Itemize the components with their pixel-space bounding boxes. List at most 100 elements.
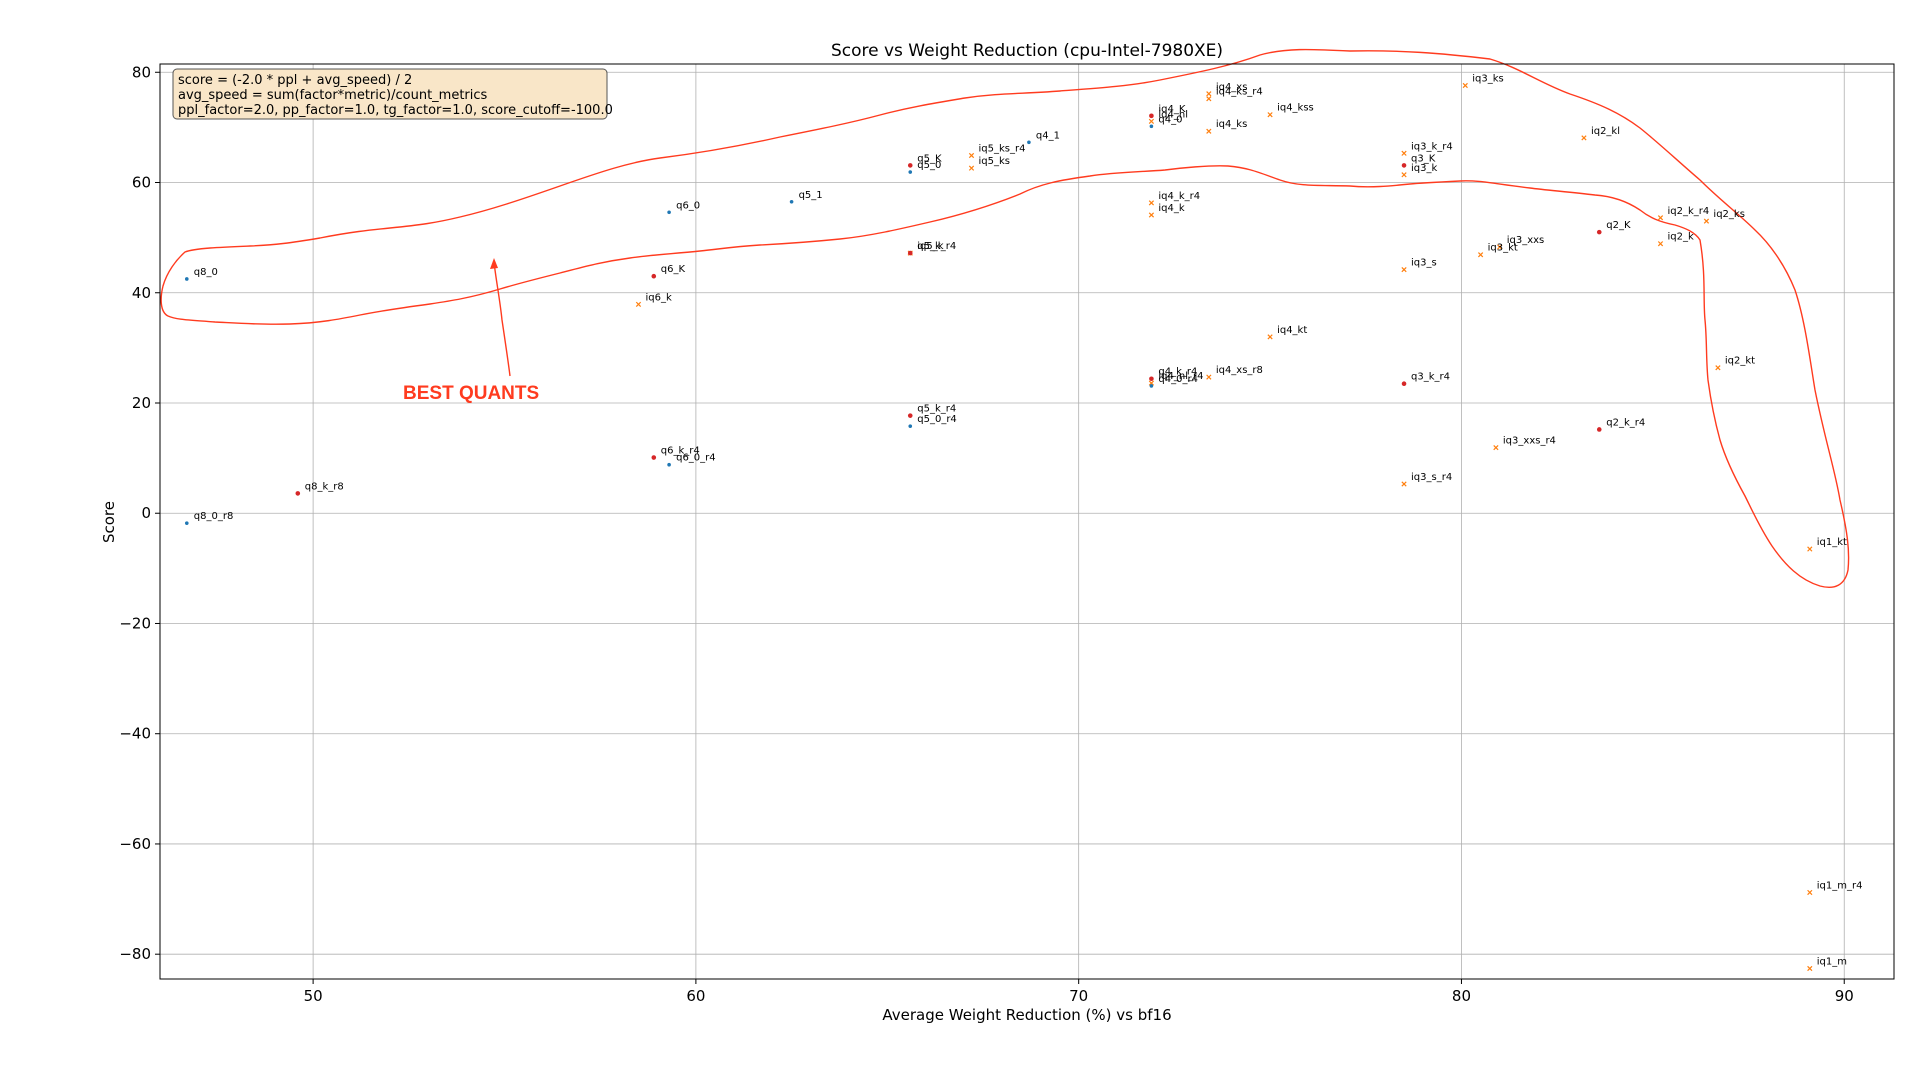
- y-tick-label: 80: [132, 63, 151, 81]
- point-label: iq4_k_r4: [1158, 191, 1200, 202]
- point-label: q4_0_r4: [1158, 374, 1198, 385]
- data-point: [1148, 200, 1155, 206]
- point-labels: q8_0 q8_0_r8 q8_k_r8 iq6_k q6_K q6_0 q6_k_r4q6…: [194, 73, 1863, 967]
- point-label: iq5_ks: [978, 156, 1010, 167]
- data-point: [1149, 384, 1154, 388]
- point-label: iq4_kss: [1277, 103, 1314, 114]
- data-point: [667, 462, 671, 467]
- y-tick-label: −60: [119, 835, 151, 853]
- data-point: [1462, 82, 1468, 89]
- data-point: [908, 170, 913, 174]
- info-box: score = (-2.0 * ppl + avg_speed) / 2 avg…: [172, 68, 613, 120]
- point-label: iq2_k_r4: [1668, 206, 1710, 217]
- point-label: q6_K: [661, 264, 686, 275]
- data-point: [1401, 163, 1407, 168]
- best-quants-label: BEST QUANTS: [403, 383, 539, 404]
- point-label: iq5_ks_r4: [978, 144, 1025, 155]
- plot-frame: [159, 63, 1895, 980]
- data-point: [1401, 172, 1407, 178]
- data-point: [1596, 229, 1602, 235]
- data-point: [1657, 215, 1664, 221]
- data-point: [1497, 244, 1503, 250]
- y-tick-label: 60: [132, 174, 151, 192]
- data-point: [667, 210, 671, 215]
- data-point: [1401, 481, 1407, 487]
- point-label: q4_k_r4: [1158, 367, 1197, 378]
- data-point: [968, 165, 975, 171]
- data-point: [907, 163, 913, 168]
- point-label: iq4_k: [1158, 203, 1184, 214]
- x-tick-label: 80: [1452, 987, 1471, 1005]
- point-label: q8_0_r8: [194, 511, 234, 522]
- point-label: iq4_K: [1158, 104, 1185, 115]
- data-point: [651, 455, 657, 460]
- data-point: [1206, 96, 1212, 102]
- data-point: [1581, 135, 1587, 141]
- data-point: [907, 413, 913, 418]
- data-point: [651, 273, 657, 279]
- data-points: [184, 82, 1813, 972]
- x-tick-label: 90: [1835, 987, 1854, 1005]
- y-axis-title: Score: [100, 501, 118, 543]
- data-point: [1148, 380, 1155, 386]
- point-label: q8_0: [194, 267, 218, 278]
- data-point: [1477, 252, 1484, 258]
- point-label: iq3_ks: [1472, 73, 1504, 84]
- point-label: iq2_k: [1668, 232, 1694, 243]
- best-quants-arrowhead: [490, 258, 498, 269]
- point-label: iq4_nl: [1158, 109, 1188, 120]
- point-label: iq3_s_r4: [1411, 472, 1452, 483]
- data-point: [1027, 140, 1031, 145]
- data-point: [1703, 218, 1710, 224]
- point-label: q8_k_r8: [305, 481, 344, 492]
- point-label: iq1_kt: [1817, 537, 1847, 548]
- point-label: iq3_xxs: [1507, 235, 1545, 246]
- point-label: iq1_m_r4: [1817, 880, 1863, 891]
- point-label: iq6_k: [645, 292, 671, 303]
- y-tick-label: 40: [132, 284, 151, 302]
- point-label: q6_k_r4: [661, 446, 700, 457]
- point-label: iq4_xs_r8: [1216, 365, 1263, 376]
- data-point: [184, 277, 189, 281]
- data-point: [1149, 376, 1154, 382]
- data-point: [635, 301, 642, 307]
- data-point: [184, 521, 189, 525]
- data-point: [1149, 124, 1154, 129]
- data-point: [907, 250, 913, 256]
- info-box-line-3: ppl_factor=2.0, pp_factor=1.0, tg_factor…: [178, 103, 613, 118]
- point-label: iq2_kt: [1725, 356, 1755, 367]
- data-point: [1715, 365, 1721, 371]
- point-label: q5_0_r4: [917, 414, 957, 425]
- point-label: q2_K: [1606, 220, 1631, 231]
- data-point: [1493, 445, 1499, 451]
- y-tick-label: −80: [119, 945, 151, 963]
- info-box-background: [172, 68, 608, 120]
- data-point: [1206, 374, 1212, 380]
- point-label: q5_K: [917, 153, 942, 164]
- hand-drawn-annotation: BEST QUANTS: [160, 48, 1850, 588]
- point-label: iq4_xs: [1216, 82, 1248, 93]
- point-label: q5_0: [917, 160, 941, 171]
- best-quants-arrow: [493, 261, 511, 377]
- point-label: q5_1: [799, 190, 823, 201]
- data-point: [1401, 381, 1407, 386]
- data-point: [1148, 212, 1155, 218]
- x-tick-label: 60: [686, 987, 705, 1005]
- point-label: q4_1: [1036, 130, 1060, 141]
- data-point: [1148, 118, 1155, 124]
- data-point: [1596, 427, 1602, 432]
- data-point: [1401, 150, 1407, 156]
- info-box-line-2: avg_speed = sum(factor*metric)/count_met…: [178, 88, 488, 103]
- point-label: iq3_kt: [1488, 243, 1518, 254]
- y-tick-label: 0: [141, 504, 151, 522]
- data-point: [1267, 334, 1273, 340]
- chart-title: Score vs Weight Reduction (cpu-Intel-798…: [831, 41, 1223, 61]
- point-label: iq1_m: [1817, 957, 1847, 968]
- point-label: iq4_ks_r4: [1216, 87, 1263, 98]
- point-label: iq3_k_r4: [1411, 141, 1453, 152]
- point-label: iq2_kl: [1591, 126, 1620, 137]
- point-label: iq3_xxs_r4: [1503, 436, 1556, 447]
- point-label: iq4_kt: [1277, 325, 1307, 336]
- point-label: q2_k_r4: [1606, 417, 1645, 428]
